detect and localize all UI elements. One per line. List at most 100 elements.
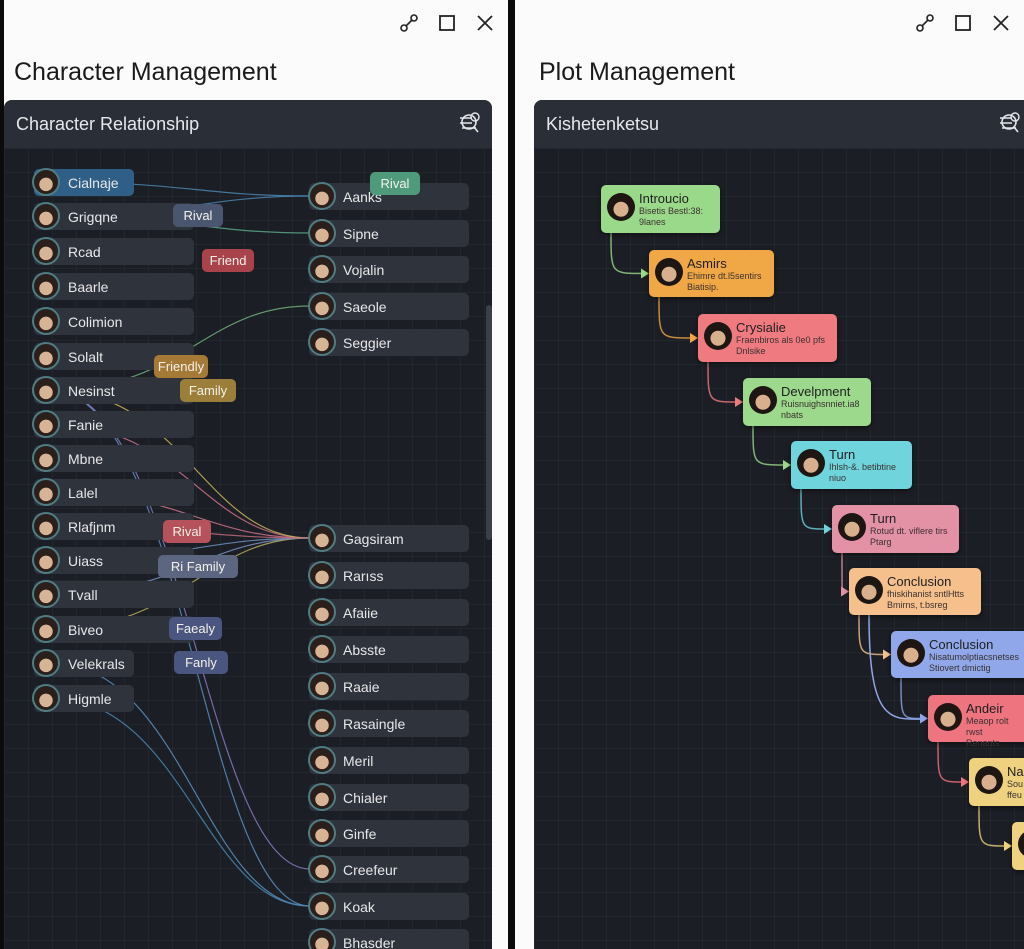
- panel-title: Character Relationship: [16, 113, 200, 134]
- window-controls: [400, 14, 494, 32]
- node-avatar: [607, 193, 635, 221]
- character-name: Ginfe: [343, 825, 377, 842]
- arrow-head-icon: [961, 777, 969, 787]
- arrow-head-icon: [841, 586, 849, 597]
- node-avatar: [838, 513, 866, 541]
- arrow-head-icon: [735, 397, 743, 407]
- character-avatar: [32, 649, 60, 677]
- scrollbar[interactable]: [486, 305, 492, 540]
- plot-node[interactable]: Na Sou ffeu: [969, 758, 1024, 806]
- link-icon[interactable]: [916, 14, 934, 32]
- plot-connector: [858, 614, 886, 656]
- node-avatar: [655, 258, 683, 286]
- character-name: Mbne: [68, 450, 104, 467]
- plot-connector: [900, 677, 923, 720]
- character-name: Vojalin: [343, 261, 385, 278]
- relationship-tag[interactable]: Ri Family: [158, 555, 238, 578]
- maximize-icon[interactable]: [954, 14, 972, 32]
- plot-node[interactable]: Introucio Bisetis Bestl:38: 9lanes: [601, 185, 720, 233]
- character-item[interactable]: Sipne: [309, 220, 469, 247]
- arrow-head-icon: [690, 333, 698, 343]
- relationship-tag[interactable]: Friend: [202, 249, 254, 272]
- character-name: Solalt: [68, 348, 104, 365]
- character-item[interactable]: Mbne: [34, 445, 194, 472]
- relationship-tag[interactable]: Rival: [173, 204, 223, 227]
- close-icon[interactable]: [992, 14, 1010, 32]
- plot-node[interactable]: Conclusion fhiskihanist sntlHtts Bmirns, t…: [849, 568, 981, 615]
- plot-node[interactable]: Develpment Ruisnuighsnniet.ia8 nbats: [743, 378, 871, 426]
- plot-node[interactable]: Turn Rotud dt. viflere tirs Ptarg: [832, 505, 959, 553]
- character-avatar: [308, 892, 336, 920]
- node-description: Rotud dt. viflere tirs: [870, 526, 948, 536]
- character-item[interactable]: Fanie: [34, 411, 194, 438]
- character-item[interactable]: Rasaingle: [309, 710, 469, 737]
- maximize-icon[interactable]: [438, 14, 456, 32]
- relationship-tag[interactable]: Friendly: [154, 355, 208, 378]
- arrow-head-icon: [920, 713, 928, 724]
- arrow-head-icon: [1004, 841, 1012, 851]
- node-description: Bisetis Bestl:38:: [639, 206, 704, 216]
- plot-node[interactable]: [1012, 822, 1024, 870]
- node-title: Introucio: [639, 191, 689, 206]
- character-name: Creefeur: [343, 861, 398, 878]
- character-management-window: Character Management Character Relations…: [4, 0, 508, 949]
- character-avatar: [32, 410, 60, 438]
- node-title: Conclusion: [929, 637, 994, 652]
- node-description: Ptarg: [870, 537, 892, 547]
- character-name: Higmle: [68, 690, 112, 707]
- character-item[interactable]: Baarle: [34, 273, 194, 300]
- character-avatar: [308, 561, 336, 589]
- character-item[interactable]: Tvall: [34, 581, 194, 608]
- plot-node[interactable]: Asmirs Ehimre dt.l5sentirs Biatisip.: [649, 250, 774, 297]
- close-icon[interactable]: [476, 14, 494, 32]
- window-title: Character Management: [14, 58, 277, 86]
- node-title: Turn: [870, 511, 897, 526]
- relationship-tag[interactable]: Family: [180, 379, 236, 402]
- character-avatar: [308, 635, 336, 663]
- character-avatar: [32, 376, 60, 404]
- link-icon[interactable]: [400, 14, 418, 32]
- character-avatar: [308, 709, 336, 737]
- node-avatar: [1018, 830, 1024, 858]
- character-name: Uiass: [68, 552, 104, 569]
- plot-management-window: Plot Management Kishetenketsu Introucio B…: [515, 0, 1024, 949]
- plot-connector: [868, 614, 923, 720]
- character-avatar: [32, 202, 60, 230]
- character-name: Rarıss: [343, 567, 384, 584]
- character-item[interactable]: Nesinst: [34, 377, 194, 404]
- character-avatar: [32, 512, 60, 540]
- panel-header: Character Relationship: [4, 100, 492, 148]
- character-name: Koak: [343, 898, 375, 915]
- character-name: Saeole: [343, 298, 387, 315]
- node-title: Asmirs: [687, 256, 727, 271]
- plot-connector: [752, 425, 786, 466]
- plot-connector: [937, 741, 964, 783]
- plot-node[interactable]: Conclusion Nisatumolptiacsnetses Stiovert …: [891, 631, 1024, 678]
- relationship-tag[interactable]: Fanly: [174, 651, 228, 674]
- relationship-tag[interactable]: Faealy: [169, 617, 222, 640]
- character-name: Cialnaje: [68, 174, 119, 191]
- node-description: Dnlsike: [736, 346, 766, 356]
- character-avatar: [308, 819, 336, 847]
- plot-node[interactable]: Crysialie Fraenbiros als 0e0 pfs Dnlsike: [698, 314, 837, 362]
- character-name: Fanie: [68, 416, 104, 433]
- character-item[interactable]: Biveo: [34, 616, 194, 643]
- character-item[interactable]: Grigqne: [34, 203, 194, 230]
- character-name: Raaie: [343, 678, 380, 695]
- panel-title: Kishetenketsu: [546, 113, 660, 134]
- relationship-tag[interactable]: Rival: [370, 172, 420, 195]
- character-avatar: [32, 342, 60, 370]
- character-item[interactable]: Colimion: [34, 308, 194, 335]
- character-name: Absste: [343, 641, 386, 658]
- character-name: Rasaingle: [343, 715, 406, 732]
- character-item[interactable]: Bhasder: [309, 929, 469, 949]
- arrow-head-icon: [824, 524, 832, 534]
- plot-node[interactable]: Andeir Meaop rolt rwst Renants: [928, 695, 1024, 748]
- character-item[interactable]: Rcad: [34, 238, 194, 265]
- plot-node[interactable]: Turn Ihlsh-&. betibtine niuo: [791, 441, 912, 489]
- character-item[interactable]: Lalel: [34, 479, 194, 506]
- relationship-tag[interactable]: Rival: [163, 520, 211, 543]
- node-avatar: [749, 386, 777, 414]
- node-description: Biatisip.: [687, 282, 719, 292]
- node-description: Renants: [966, 738, 1000, 748]
